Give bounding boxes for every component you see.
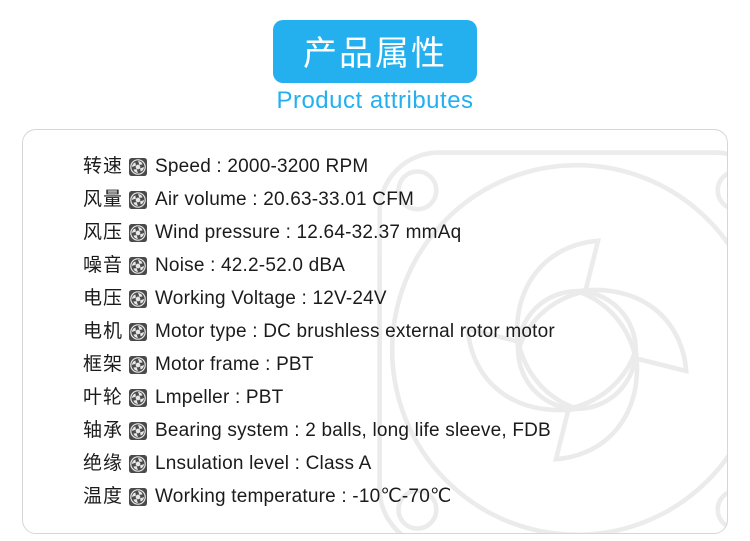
attr-label-cn: 框架 — [83, 355, 123, 374]
fan-bullet-icon — [129, 224, 147, 242]
attr-value-en: Noise : 42.2-52.0 dBA — [155, 256, 345, 275]
attribute-row: 噪音 Noise : 42.2-52.0 dBA — [83, 249, 687, 282]
attr-value-en: Bearing system : 2 balls, long life slee… — [155, 421, 551, 440]
fan-bullet-icon — [129, 422, 147, 440]
attr-label-cn: 温度 — [83, 487, 123, 506]
attr-label-cn: 轴承 — [83, 421, 123, 440]
subtitle-text: Product attributes — [0, 87, 750, 115]
fan-bullet-icon — [129, 488, 147, 506]
attr-value-en: Speed : 2000-3200 RPM — [155, 157, 368, 176]
fan-bullet-icon — [129, 389, 147, 407]
attr-label-cn: 风量 — [83, 190, 123, 209]
attr-label-cn: 绝缘 — [83, 454, 123, 473]
attribute-row: 框架 Motor frame : PBT — [83, 348, 687, 381]
attribute-row: 风量 Air volume : 20.63-33.01 CFM — [83, 183, 687, 216]
attribute-row: 电机 Motor type : DC brushless external rot… — [83, 315, 687, 348]
attr-label-cn: 电压 — [83, 289, 123, 308]
attr-label-cn: 叶轮 — [83, 388, 123, 407]
fan-bullet-icon — [129, 191, 147, 209]
attr-value-en: Motor type : DC brushless external rotor… — [155, 322, 555, 341]
attribute-row: 绝缘 Lnsulation level : Class A — [83, 447, 687, 480]
fan-bullet-icon — [129, 455, 147, 473]
attr-value-en: Working Voltage : 12V-24V — [155, 289, 387, 308]
attr-label-cn: 噪音 — [83, 256, 123, 275]
attr-value-en: Lmpeller : PBT — [155, 388, 283, 407]
attr-value-en: Wind pressure : 12.64-32.37 mmAq — [155, 223, 461, 242]
attribute-row: 温度 Working temperature : -10℃-70℃ — [83, 480, 687, 513]
attr-label-cn: 风压 — [83, 223, 123, 242]
attribute-row: 风压 Wind pressure : 12.64-32.37 mmAq — [83, 216, 687, 249]
fan-bullet-icon — [129, 257, 147, 275]
attribute-row: 叶轮 Lmpeller : PBT — [83, 381, 687, 414]
attr-label-cn: 转速 — [83, 157, 123, 176]
fan-bullet-icon — [129, 356, 147, 374]
fan-bullet-icon — [129, 158, 147, 176]
attr-value-en: Working temperature : -10℃-70℃ — [155, 487, 452, 506]
fan-bullet-icon — [129, 290, 147, 308]
attr-value-en: Lnsulation level : Class A — [155, 454, 371, 473]
attribute-row: 轴承 Bearing system : 2 balls, long life sl… — [83, 414, 687, 447]
heading-block: 产品属性 Product attributes — [0, 20, 750, 115]
attr-value-en: Motor frame : PBT — [155, 355, 314, 374]
attribute-row: 转速 Speed : 2000-3200 RPM — [83, 150, 687, 183]
attr-value-en: Air volume : 20.63-33.01 CFM — [155, 190, 414, 209]
title-pill: 产品属性 — [273, 20, 477, 83]
fan-bullet-icon — [129, 323, 147, 341]
attributes-card: 转速 Speed : 2000-3200 RPM 风量 Air volume : 20… — [22, 129, 728, 534]
rows-container: 转速 Speed : 2000-3200 RPM 风量 Air volume : 20… — [83, 150, 687, 513]
attr-label-cn: 电机 — [83, 322, 123, 341]
attribute-row: 电压 Working Voltage : 12V-24V — [83, 282, 687, 315]
